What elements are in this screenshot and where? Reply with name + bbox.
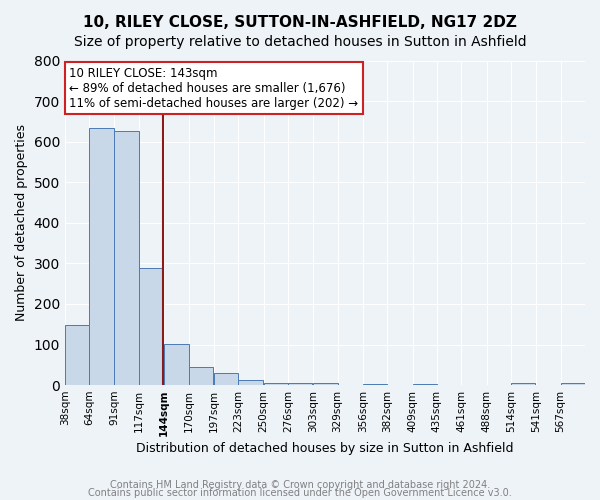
Bar [313,384,338,385]
Bar [164,344,188,385]
Bar [115,130,139,385]
Bar [288,382,312,385]
Bar [363,384,387,385]
Y-axis label: Number of detached properties: Number of detached properties [15,124,28,322]
Text: 10 RILEY CLOSE: 143sqm
← 89% of detached houses are smaller (1,676)
11% of semi-: 10 RILEY CLOSE: 143sqm ← 89% of detached… [70,66,359,110]
Text: 10, RILEY CLOSE, SUTTON-IN-ASHFIELD, NG17 2DZ: 10, RILEY CLOSE, SUTTON-IN-ASHFIELD, NG1… [83,15,517,30]
Bar [188,367,213,385]
Bar [139,268,163,385]
Bar [238,380,263,385]
Bar [511,383,535,385]
X-axis label: Distribution of detached houses by size in Sutton in Ashfield: Distribution of detached houses by size … [136,442,514,455]
Bar [560,383,585,385]
Text: Contains public sector information licensed under the Open Government Licence v3: Contains public sector information licen… [88,488,512,498]
Bar [214,373,238,385]
Text: Contains HM Land Registry data © Crown copyright and database right 2024.: Contains HM Land Registry data © Crown c… [110,480,490,490]
Bar [65,325,89,385]
Bar [263,383,288,385]
Bar [89,128,113,385]
Bar [413,384,437,385]
Text: Size of property relative to detached houses in Sutton in Ashfield: Size of property relative to detached ho… [74,35,526,49]
